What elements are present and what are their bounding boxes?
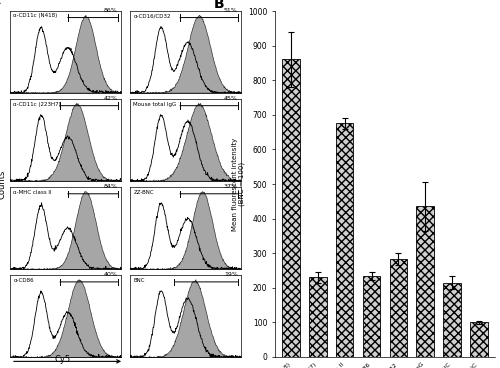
Text: 42%: 42%: [104, 96, 118, 101]
Text: Counts: Counts: [0, 169, 7, 199]
Text: Cy5: Cy5: [54, 355, 70, 364]
Text: α-CD11c (223H7): α-CD11c (223H7): [14, 102, 61, 107]
Bar: [309, 277, 326, 357]
Text: Mouse total IgG: Mouse total IgG: [134, 102, 176, 107]
Bar: [363, 276, 380, 357]
Text: α-CD16/CD32: α-CD16/CD32: [134, 14, 171, 18]
Text: B: B: [214, 0, 224, 11]
Text: α-CD86: α-CD86: [14, 278, 34, 283]
Text: 84%: 84%: [104, 184, 118, 189]
Text: α-MHC class II: α-MHC class II: [14, 190, 52, 195]
Y-axis label: Mean fluorescent intensity
(BNC = 100): Mean fluorescent intensity (BNC = 100): [232, 137, 245, 231]
Text: A: A: [0, 0, 1, 7]
Text: α-CD11c (N418): α-CD11c (N418): [14, 14, 58, 18]
Text: BNC: BNC: [134, 278, 145, 283]
Text: 45%: 45%: [224, 96, 238, 101]
Text: ZZ-BNC: ZZ-BNC: [134, 190, 154, 195]
Bar: [282, 60, 300, 357]
Bar: [470, 322, 488, 357]
Bar: [390, 259, 407, 357]
Text: 19%: 19%: [224, 272, 238, 277]
Bar: [336, 124, 353, 357]
Bar: [444, 283, 461, 357]
Bar: [416, 206, 434, 357]
Text: 37%: 37%: [224, 184, 238, 189]
Text: 51%: 51%: [224, 8, 238, 13]
Text: 86%: 86%: [104, 8, 118, 13]
Text: 40%: 40%: [104, 272, 118, 277]
